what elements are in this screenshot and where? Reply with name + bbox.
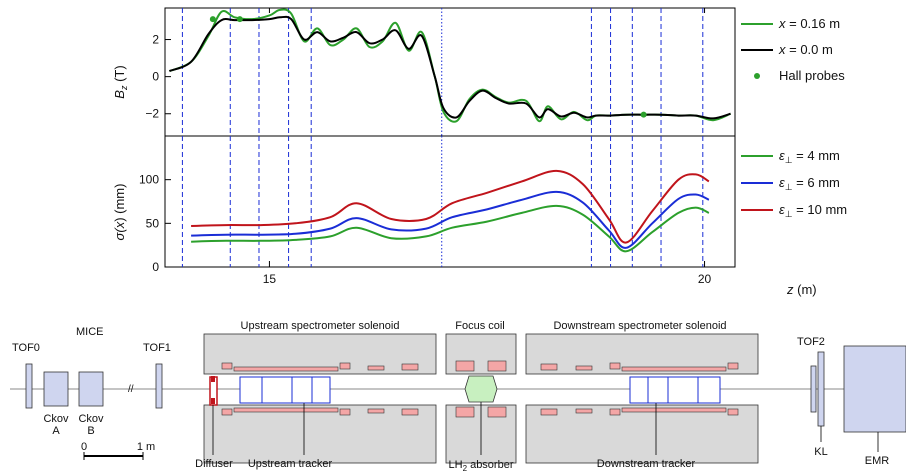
hall-probe-point-1 <box>236 16 243 23</box>
bz-guide-lines <box>181 8 704 136</box>
bz-y-axis-label: Bz (T) <box>112 65 129 98</box>
diffuser-label: Diffuser <box>195 458 233 470</box>
downstream-solenoid-bar-bottom <box>621 407 727 413</box>
upstream-coil-6 <box>339 408 351 416</box>
sigma-legend: ε⊥ = 4 mm ε⊥ = 6 mm ε⊥ = 10 mm <box>741 148 847 219</box>
bz-legend-swatch-hall <box>754 73 760 79</box>
hall-probe-points <box>209 16 647 118</box>
downstream-coil-7 <box>609 408 621 416</box>
tof2-label: TOF2 <box>797 336 825 348</box>
sigma-series-line-2 <box>191 169 710 244</box>
downstream-coil-6 <box>575 408 593 414</box>
downstream-coil-1 <box>540 363 558 371</box>
z-axis-label: z (m) <box>786 282 817 297</box>
downstream-coil-8 <box>727 408 739 416</box>
bz-panel: −2 0 2 Bz (T) x = 0.16 m x = 0.0 m Hall prob… <box>112 7 845 137</box>
sigma-legend-label-2: ε⊥ = 10 mm <box>779 202 847 219</box>
upstream-coil-5 <box>221 408 233 416</box>
kl-label: KL <box>814 446 827 458</box>
ckov-b-label-1: Ckov <box>78 413 104 425</box>
upstream-coil-3 <box>367 365 385 371</box>
lh2-absorber <box>464 375 498 403</box>
bz-series-group <box>168 8 731 123</box>
sigma-legend-label-1: ε⊥ = 6 mm <box>779 175 840 192</box>
tof1-label: TOF1 <box>143 342 171 354</box>
scale-bar-zero: 0 <box>81 441 87 453</box>
upstream-coil-7 <box>367 408 385 414</box>
mice-label: MICE <box>76 326 104 338</box>
kl-detector <box>817 351 825 427</box>
emr-detector <box>843 345 906 433</box>
bz-legend: x = 0.16 m x = 0.0 m Hall probes <box>741 16 845 83</box>
sigma-legend-label-0: ε⊥ = 4 mm <box>779 148 840 165</box>
upstream-solenoid-bar-bottom <box>233 407 339 413</box>
downstream-tracker-box <box>629 376 721 404</box>
upstream-solenoid-bar <box>233 366 339 372</box>
bz-series-line-0 <box>168 8 731 123</box>
sigma-plot-frame <box>164 135 736 268</box>
bz-y-tick-label-1: 0 <box>152 70 159 84</box>
bz-series-line-1 <box>168 15 731 120</box>
ckov-b-detector <box>78 371 104 407</box>
focus-coil-label: Focus coil <box>455 320 505 332</box>
downstream-solenoid-label: Downstream spectrometer solenoid <box>553 320 726 332</box>
hall-probe-point-0 <box>209 16 216 23</box>
sigma-y-ticks: 0 50 100 <box>139 173 171 274</box>
bz-y-tick-label-2: 2 <box>152 33 159 47</box>
sigma-series-line-0 <box>191 204 710 253</box>
ckov-a-label-1: Ckov <box>43 413 69 425</box>
downstream-solenoid-bar <box>621 366 727 372</box>
tof0-detector <box>25 363 33 409</box>
downstream-coil-2 <box>575 365 593 371</box>
lh2-absorber-label: LH2 absorber <box>449 459 514 471</box>
upstream-solenoid-bottom <box>203 404 437 464</box>
z-tick-label-0: 15 <box>263 272 277 286</box>
beamline-break-mark: // <box>128 384 134 395</box>
sigma-y-tick-label-2: 100 <box>139 173 159 187</box>
bz-legend-label-0: x = 0.16 m <box>778 16 840 31</box>
sigma-y-axis-label: σ(x) (mm) <box>112 184 127 241</box>
upstream-coil-1 <box>221 362 233 370</box>
sigma-x-ticks: 15 20 <box>263 8 712 286</box>
ckov-a-label-2: A <box>52 425 60 437</box>
tof2-detector <box>810 365 817 413</box>
focus-coil-winding-1 <box>455 360 475 372</box>
hall-probe-point-2 <box>640 111 647 118</box>
bz-y-ticks: −2 0 2 <box>145 33 171 121</box>
ckov-b-label-2: B <box>87 425 94 437</box>
emr-label: EMR <box>865 455 890 467</box>
upstream-coil-4 <box>401 363 419 371</box>
focus-coil-winding-3 <box>455 406 475 418</box>
sigma-series-group <box>191 169 710 253</box>
tof0-label: TOF0 <box>12 342 40 354</box>
downstream-tracker-label: Downstream tracker <box>597 458 696 470</box>
downstream-coil-5 <box>540 408 558 416</box>
ckov-a-detector <box>43 371 69 407</box>
tof1-detector <box>155 363 163 409</box>
focus-coil-winding-2 <box>487 360 507 372</box>
bz-legend-label-hall: Hall probes <box>779 68 845 83</box>
sigma-y-tick-label-1: 50 <box>146 216 160 230</box>
sigma-y-tick-label-0: 0 <box>152 260 159 274</box>
bz-y-tick-label-0: −2 <box>145 107 159 121</box>
scale-bar-one-m: 1 m <box>137 441 155 453</box>
downstream-coil-4 <box>727 362 739 370</box>
mice-schematic: MICE TOF0 Ckov A Ckov B // TOF1 0 1 m Up… <box>10 320 906 471</box>
focus-coil-winding-4 <box>487 406 507 418</box>
diffuser-top-plate <box>211 376 215 382</box>
upstream-solenoid-label: Upstream spectrometer solenoid <box>241 320 400 332</box>
upstream-tracker-box <box>239 376 331 404</box>
downstream-coil-3 <box>609 362 621 370</box>
sigma-series-line-1 <box>191 190 710 249</box>
upstream-coil-2 <box>339 362 351 370</box>
upstream-coil-8 <box>401 408 419 416</box>
z-tick-label-1: 20 <box>698 272 712 286</box>
upstream-tracker-label: Upstream tracker <box>248 458 333 470</box>
diffuser-bottom-plate <box>211 398 215 404</box>
bz-legend-label-1: x = 0.0 m <box>778 42 833 57</box>
downstream-solenoid-bottom <box>525 404 759 464</box>
